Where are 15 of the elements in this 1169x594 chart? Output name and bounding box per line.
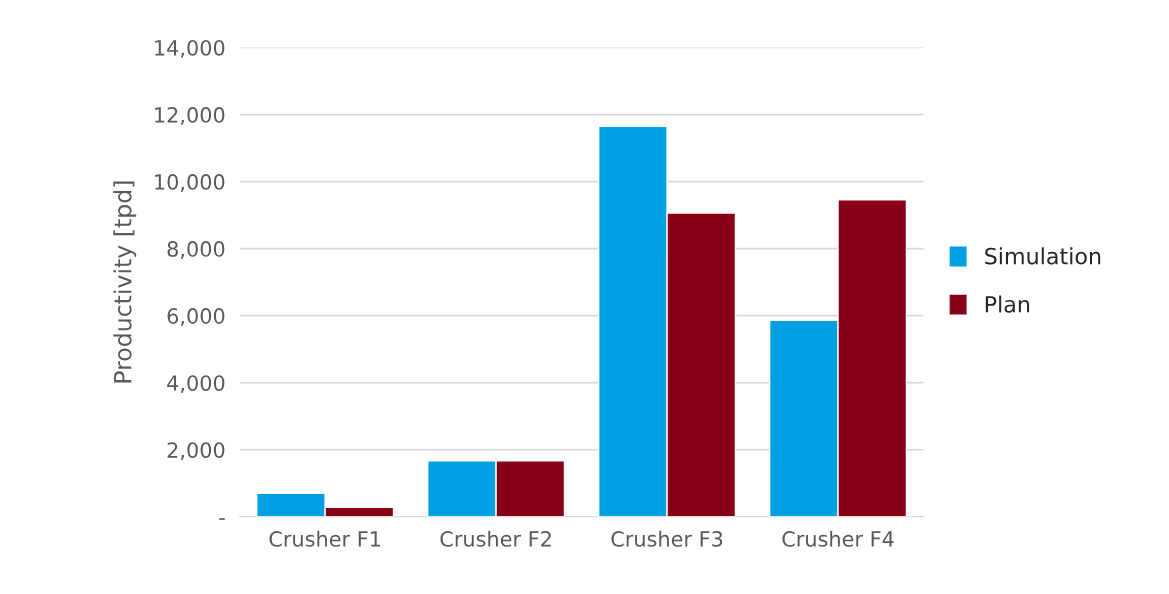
x-tick-label: Crusher F2 <box>440 530 551 547</box>
y-tick-label: 4,000 <box>167 375 225 394</box>
y-tick-label: 6,000 <box>167 308 225 327</box>
y-tick-label: 8,000 <box>167 241 225 259</box>
y-tick-label: 12,000 <box>155 107 225 125</box>
y-tick-label: 2,000 <box>167 442 225 461</box>
x-tick-label: Crusher F3 <box>611 530 723 547</box>
x-tick-label: Crusher F1 <box>269 530 381 547</box>
legend-label: Simulation <box>985 247 1101 265</box>
legend-label: Plan <box>985 295 1030 313</box>
y-tick-label: - <box>219 518 225 520</box>
y-tick-label: 14,000 <box>155 39 225 58</box>
y-axis-title: Productivity [tpd] <box>113 181 137 383</box>
x-tick-label: Crusher F4 <box>782 530 894 547</box>
y-tick-label: 10,000 <box>155 174 225 192</box>
